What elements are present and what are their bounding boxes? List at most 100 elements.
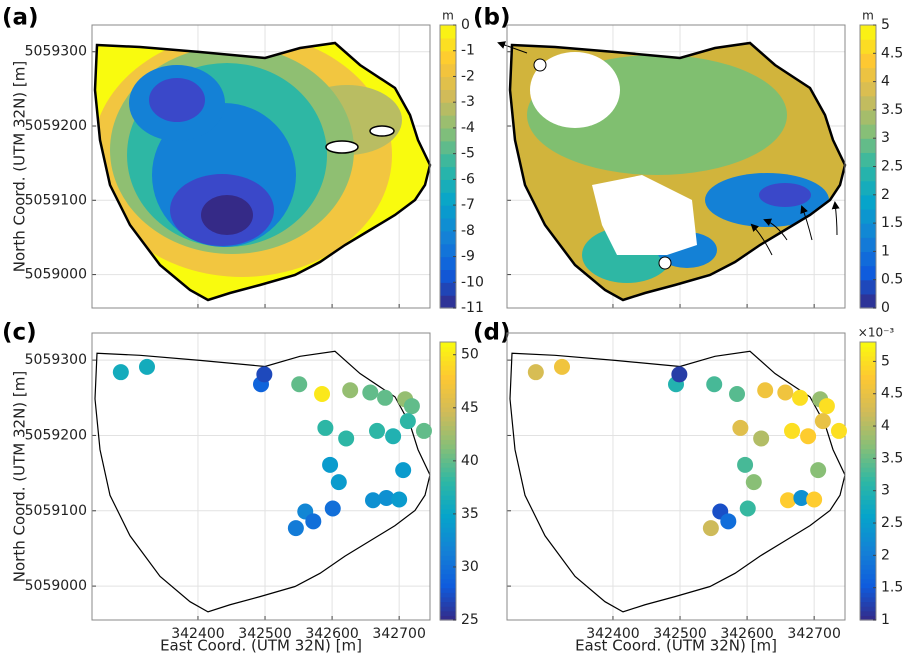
colorbar-strip: [860, 453, 876, 459]
survey-point: [553, 358, 570, 375]
colorbar-strip: [440, 485, 456, 491]
y-tick-label: 5059100: [25, 503, 87, 519]
colorbar-strip: [440, 555, 456, 561]
survey-point: [800, 428, 817, 445]
colorbar-strip: [440, 355, 456, 362]
colorbar-strip: [440, 592, 456, 598]
survey-point: [322, 456, 339, 473]
colorbar-strip: [860, 531, 876, 538]
colorbar-strip: [440, 582, 456, 589]
colorbar-strip: [860, 265, 876, 281]
colorbar-strip: [860, 434, 876, 440]
y-tick-label: 5059200: [25, 427, 87, 443]
survey-point: [378, 489, 395, 506]
survey-point: [745, 474, 762, 491]
panel-label: (c): [2, 320, 37, 346]
colorbar-strip: [440, 411, 456, 417]
colorbar-tick-label: 5: [881, 353, 890, 369]
colorbar-tick-label: 3: [881, 130, 890, 146]
survey-point: [784, 422, 801, 439]
axes-box: [91, 24, 431, 309]
colorbar-strip: [440, 351, 456, 357]
colorbar-strip: [440, 596, 456, 603]
colorbar-tick-label: -10: [461, 274, 484, 290]
colorbar-strip: [860, 208, 876, 224]
survey-point: [757, 382, 774, 399]
colorbar-strip: [860, 416, 876, 422]
survey-point: [391, 491, 408, 508]
survey-point: [814, 413, 831, 430]
colorbar-strip: [440, 416, 456, 422]
colorbar-strip: [440, 392, 456, 399]
survey-point: [777, 384, 794, 401]
colorbar-strip: [860, 481, 876, 487]
colorbar-strip: [860, 578, 876, 584]
colorbar-strip: [440, 342, 456, 348]
survey-point: [415, 422, 432, 439]
colorbar-strip: [440, 140, 456, 155]
colorbar-strip: [860, 402, 876, 408]
colorbar-strip: [440, 217, 456, 232]
colorbar-strip: [440, 550, 456, 556]
colorbar-strip: [440, 192, 456, 206]
colorbar-tick-label: 4.5: [881, 386, 903, 402]
colorbar-strip: [440, 559, 456, 565]
colorbar-strip: [860, 406, 876, 413]
colorbar-tick-label: 3.5: [881, 102, 903, 118]
colorbar-tick-label: 50: [461, 347, 479, 363]
x-tick-label: 342700: [787, 626, 840, 642]
survey-point: [403, 398, 420, 415]
colorbar-strip: [860, 392, 876, 399]
colorbar-tick-label: -7: [461, 197, 475, 213]
colorbar-tick-label: 1: [881, 612, 890, 628]
colorbar-strip: [860, 494, 876, 501]
y-tick-label: 5059200: [25, 118, 87, 134]
colorbar-strip: [860, 355, 876, 362]
axes-box: [91, 332, 431, 621]
survey-point: [317, 419, 334, 436]
colorbar-strip: [440, 601, 456, 607]
colorbar-strip: [860, 536, 876, 542]
colorbar-strip: [440, 610, 456, 616]
survey-point: [330, 474, 347, 491]
colorbar-strip: [860, 351, 876, 357]
colorbar-tick-label: 3: [881, 483, 890, 499]
colorbar-strip: [860, 152, 876, 168]
survey-point: [369, 422, 386, 439]
colorbar-strip: [860, 522, 876, 528]
survey-point: [779, 492, 796, 509]
colorbar-tick-label: 4: [881, 418, 890, 434]
colorbar-strip: [440, 541, 456, 547]
bathymetry-map: [93, 41, 432, 302]
colorbar-strip: [860, 504, 876, 510]
colorbar-tick-label: 5: [881, 17, 890, 33]
colorbar-strip: [860, 457, 876, 464]
survey-point: [342, 382, 359, 399]
colorbar-strip: [440, 439, 456, 445]
colorbar-strip: [860, 39, 876, 54]
colorbar-tick-label: -8: [461, 223, 475, 239]
colorbar-strip: [860, 485, 876, 491]
colorbar-strip: [440, 50, 456, 65]
colorbar-strip: [440, 518, 456, 524]
colorbar-strip: [860, 564, 876, 570]
colorbar-tick-label: -11: [461, 300, 484, 316]
colorbar-strip: [860, 490, 876, 496]
colorbar-tick-label: -2: [461, 68, 475, 84]
colorbar-label: m: [862, 9, 874, 23]
colorbar-strip: [860, 559, 876, 565]
colorbar-strip: [440, 430, 456, 436]
colorbar-strip: [860, 439, 876, 445]
colorbar-strip: [440, 564, 456, 570]
colorbar-strip: [860, 95, 876, 111]
colorbar-strip: [860, 610, 876, 616]
colorbar-strip: [440, 504, 456, 510]
colorbar-strip: [440, 569, 456, 575]
survey-point: [324, 500, 341, 517]
colorbar-strip: [440, 471, 456, 477]
colorbar-strip: [860, 471, 876, 477]
x-tick-label: 342600: [305, 626, 358, 642]
survey-point: [362, 384, 379, 401]
survey-point: [256, 366, 273, 383]
colorbar-strip: [440, 573, 456, 579]
